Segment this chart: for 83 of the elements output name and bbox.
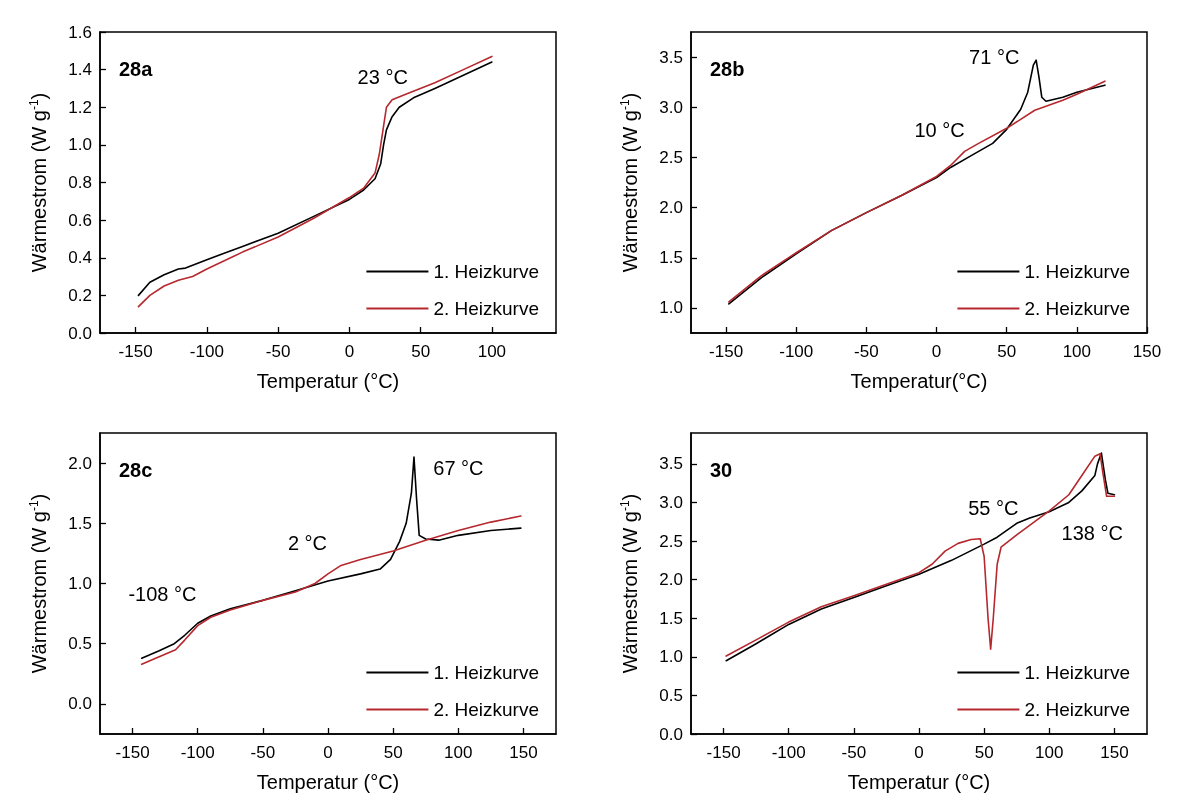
x-tick-label: 50: [974, 743, 994, 762]
annotation: 67 °C: [433, 456, 484, 479]
x-tick-label: -100: [779, 342, 814, 361]
x-tick-label: 100: [1035, 743, 1064, 762]
annotation: -108 °C: [128, 583, 197, 606]
x-tick-label: 150: [1132, 342, 1162, 361]
x-tick-label: -150: [709, 342, 744, 361]
y-tick-label: 0.6: [68, 210, 92, 230]
legend-label: 2. Heizkurve: [433, 298, 540, 319]
y-tick-label: 3.0: [659, 97, 683, 117]
legend-label: 2. Heizkurve: [1024, 699, 1131, 720]
y-tick-label: 1.0: [68, 135, 92, 155]
y-tick-label: 0.8: [68, 173, 92, 192]
y-tick-label: 1.5: [68, 513, 92, 533]
y-tick-label: 0.2: [68, 285, 92, 305]
y-tick-label: 1.2: [68, 97, 92, 117]
text: 30: [710, 459, 733, 481]
annotation: 138 °C: [1061, 521, 1123, 544]
text: 28c: [119, 459, 153, 481]
y-axis-title: Wärmestrom (W g-1): [618, 92, 641, 273]
x-tick-label: 50: [997, 342, 1017, 361]
legend-label: 1. Heizkurve: [1024, 662, 1131, 683]
x-tick-label: -150: [706, 743, 741, 762]
y-axis-title: Wärmestrom (W g-1): [27, 493, 50, 674]
x-tick-label: -50: [841, 743, 867, 762]
x-tick-label: -100: [180, 743, 215, 762]
y-axis-title: Wärmestrom (W g-1): [618, 493, 641, 674]
legend-label: 2. Heizkurve: [433, 699, 540, 720]
y-tick-label: 0.0: [68, 694, 92, 714]
x-tick-label: -50: [265, 342, 291, 361]
y-tick-label: 1.5: [659, 608, 683, 628]
x-tick-label: -100: [771, 743, 806, 762]
x-tick-label: 0: [344, 342, 355, 361]
annotation: 10 °C: [914, 119, 965, 142]
annotation: 2 °C: [287, 531, 328, 554]
legend-label: 1. Heizkurve: [1024, 261, 1131, 282]
x-tick-label: 150: [509, 743, 538, 762]
x-tick-label: 0: [323, 743, 333, 762]
y-tick-label: 2.0: [68, 453, 92, 473]
text: 28b: [710, 58, 745, 80]
x-tick-label: 150: [1100, 743, 1129, 762]
x-tick-label: 50: [411, 342, 431, 361]
annotation: 55 °C: [968, 496, 1019, 519]
x-tick-label: -150: [115, 743, 150, 762]
x-tick-label: -50: [854, 342, 879, 361]
x-tick-label: 100: [1062, 342, 1092, 361]
legend-label: 1. Heizkurve: [433, 261, 540, 282]
y-tick-label: 3.0: [659, 492, 683, 512]
x-tick-label: 0: [931, 342, 942, 361]
legend-label: 1. Heizkurve: [433, 662, 540, 683]
y-tick-label: 2.0: [659, 198, 683, 218]
y-tick-label: 1.0: [659, 298, 683, 318]
y-tick-label: 1.0: [68, 574, 92, 593]
y-tick-label: 2.0: [659, 570, 683, 590]
x-tick-label: -150: [118, 342, 153, 361]
x-tick-label: -100: [189, 342, 224, 361]
x-axis-title: Temperatur (°C): [256, 370, 400, 392]
x-tick-label: 100: [477, 342, 507, 361]
y-tick-label: 0.0: [659, 724, 683, 744]
y-tick-label: 3.5: [659, 47, 683, 67]
y-tick-label: 1.4: [68, 60, 92, 80]
y-tick-label: 2.5: [659, 531, 683, 551]
y-tick-label: 1.0: [659, 647, 683, 667]
x-tick-label: 0: [914, 743, 924, 762]
y-tick-label: 2.5: [659, 147, 683, 167]
y-tick-label: 1.5: [659, 248, 683, 268]
annotation: 71 °C: [969, 45, 1020, 68]
x-axis-title: Temperatur(°C): [850, 370, 988, 392]
x-tick-label: 50: [383, 743, 403, 762]
x-tick-label: -50: [250, 743, 276, 762]
legend-label: 2. Heizkurve: [1024, 298, 1131, 319]
y-tick-label: 0.5: [659, 685, 683, 705]
y-tick-label: 0.5: [68, 634, 92, 654]
y-tick-label: 1.6: [68, 22, 92, 42]
y-tick-label: 0.4: [68, 248, 92, 268]
y-tick-label: 0.0: [68, 323, 92, 343]
x-axis-title: Temperatur (°C): [847, 771, 991, 793]
y-axis-title: Wärmestrom (W g-1): [27, 92, 50, 273]
y-tick-label: 3.5: [659, 454, 683, 474]
x-tick-label: 100: [444, 743, 473, 762]
x-axis-title: Temperatur (°C): [256, 771, 400, 793]
annotation: 23 °C: [357, 66, 408, 89]
text: 28a: [119, 58, 154, 80]
